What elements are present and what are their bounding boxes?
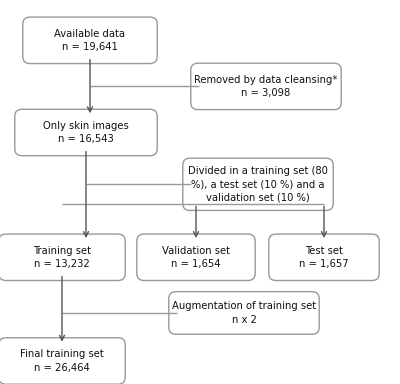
FancyBboxPatch shape bbox=[191, 63, 341, 110]
FancyBboxPatch shape bbox=[15, 109, 157, 156]
FancyBboxPatch shape bbox=[0, 234, 125, 280]
FancyBboxPatch shape bbox=[269, 234, 379, 280]
Text: Validation set
n = 1,654: Validation set n = 1,654 bbox=[162, 246, 230, 269]
Text: Available data
n = 19,641: Available data n = 19,641 bbox=[54, 29, 126, 52]
FancyBboxPatch shape bbox=[23, 17, 157, 64]
Text: Final training set
n = 26,464: Final training set n = 26,464 bbox=[20, 349, 104, 372]
Text: Training set
n = 13,232: Training set n = 13,232 bbox=[33, 246, 91, 269]
FancyBboxPatch shape bbox=[0, 338, 125, 384]
Text: Removed by data cleansing*
n = 3,098: Removed by data cleansing* n = 3,098 bbox=[194, 75, 338, 98]
Text: Augmentation of training set
n x 2: Augmentation of training set n x 2 bbox=[172, 301, 316, 324]
Text: Test set
n = 1,657: Test set n = 1,657 bbox=[299, 246, 349, 269]
Text: Divided in a training set (80
%), a test set (10 %) and a
validation set (10 %): Divided in a training set (80 %), a test… bbox=[188, 166, 328, 202]
FancyBboxPatch shape bbox=[183, 158, 333, 210]
FancyBboxPatch shape bbox=[169, 292, 319, 334]
FancyBboxPatch shape bbox=[137, 234, 255, 280]
Text: Only skin images
n = 16,543: Only skin images n = 16,543 bbox=[43, 121, 129, 144]
